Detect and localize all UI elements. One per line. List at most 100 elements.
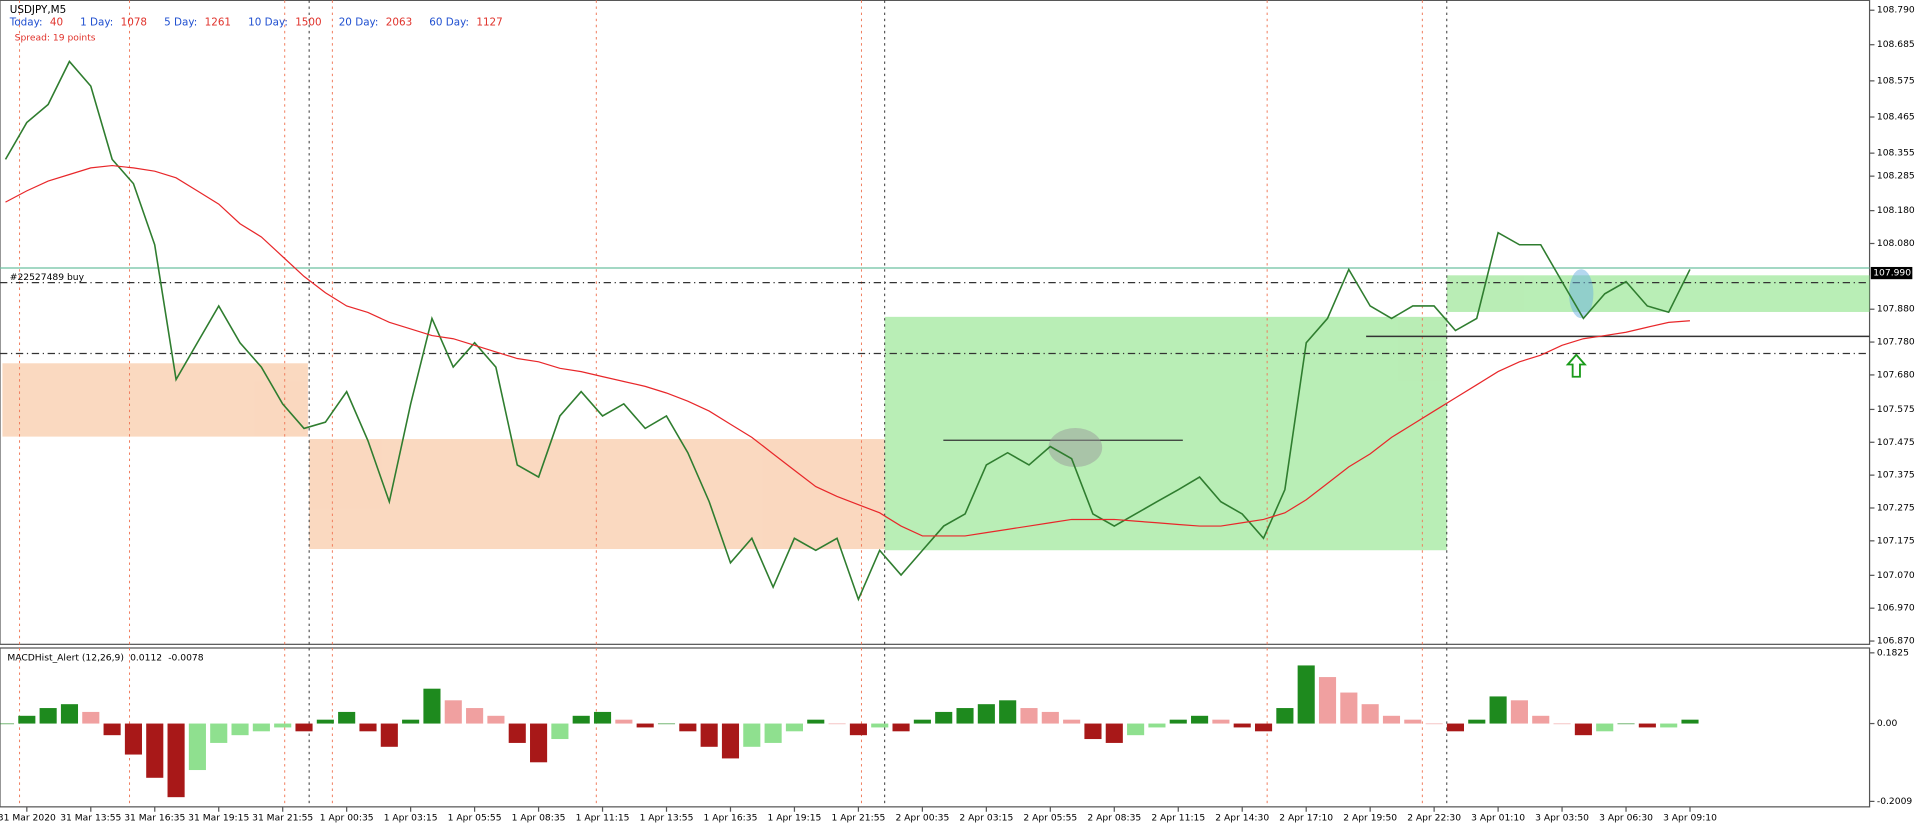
- macd-bar: [274, 723, 292, 728]
- macd-bar: [1532, 715, 1550, 724]
- y-tick-label: 108.080: [1877, 238, 1915, 249]
- macd-bar: [849, 723, 867, 736]
- y-tick-label: 108.285: [1877, 171, 1915, 182]
- macd-bar: [1063, 719, 1081, 724]
- macd-bar: [1212, 719, 1230, 724]
- macd-bar: [1510, 700, 1528, 724]
- x-tick-label: 2 Apr 03:15: [959, 812, 1013, 823]
- macd-bar: [167, 723, 185, 798]
- macd-bar: [1382, 715, 1401, 724]
- x-tick-label: 31 Mar 13:55: [60, 812, 121, 823]
- macd-bar: [423, 688, 441, 724]
- macd-bar: [338, 711, 356, 724]
- x-tick-label: 31 Mar 16:35: [124, 812, 185, 823]
- x-tick-label: 1 Apr 16:35: [704, 812, 758, 823]
- macd-bar: [807, 719, 825, 724]
- macd-bar: [593, 711, 612, 724]
- y2-tick-label: -0.2009: [1877, 796, 1913, 807]
- macd-bar: [1596, 723, 1614, 732]
- macd-bar: [956, 708, 974, 724]
- x-tick-label: 1 Apr 05:55: [448, 812, 502, 823]
- x-tick-label: 3 Apr 01:10: [1471, 812, 1525, 823]
- y-tick-label: 108.575: [1877, 75, 1915, 86]
- macd-bar: [1233, 723, 1251, 728]
- macd-bar: [1020, 708, 1038, 724]
- x-tick-label: 1 Apr 03:15: [384, 812, 438, 823]
- macd-bar: [380, 723, 398, 747]
- stat-label: 60 Day:: [429, 16, 469, 28]
- x-tick-label: 31 Mar 19:15: [188, 812, 249, 823]
- macd-bar: [466, 708, 484, 724]
- x-tick-label: 1 Apr 13:55: [640, 812, 694, 823]
- macd-bar: [508, 723, 526, 743]
- macd-bar: [231, 723, 249, 736]
- stats: Today: 40 1 Day: 1078 5 Day: 1261 10 Day: 1500 2…: [9, 16, 503, 28]
- macd-bar: [657, 723, 676, 725]
- macd-bar: [1425, 723, 1443, 725]
- y-tick-label: 108.355: [1877, 148, 1915, 159]
- macd-bar: [1638, 723, 1656, 728]
- macd-bar: [1361, 704, 1379, 724]
- stat-value: 1500: [295, 16, 321, 28]
- stat-value: 1127: [476, 16, 502, 28]
- macd-bar: [871, 723, 889, 728]
- macd-bar: [146, 723, 164, 778]
- x-tick-label: 2 Apr 11:15: [1151, 812, 1205, 823]
- macd-bar: [1404, 719, 1422, 724]
- y2-tick-label: 0.00: [1877, 718, 1898, 729]
- stat-label: 20 Day:: [339, 16, 379, 28]
- x-tick-label: 2 Apr 00:35: [895, 812, 949, 823]
- macd-bar: [188, 723, 206, 771]
- y-tick-label: 107.680: [1877, 369, 1915, 380]
- price-line: [4, 60, 1691, 602]
- x-tick-label: 2 Apr 14:30: [1215, 812, 1269, 823]
- demand-zone: [884, 316, 1447, 551]
- x-tick-label: 31 Mar 21:55: [252, 812, 313, 823]
- macd-bar: [977, 704, 995, 724]
- macd-bar: [1105, 723, 1123, 743]
- x-tick-label: 2 Apr 22:30: [1407, 812, 1461, 823]
- macd-bar: [700, 723, 718, 747]
- macd-bar: [572, 715, 590, 724]
- stat-value: 1261: [205, 16, 231, 28]
- macd-bar: [1276, 708, 1294, 724]
- macd-bar: [679, 723, 697, 732]
- stat-label: 1 Day:: [80, 16, 113, 28]
- macd-bar: [1254, 723, 1273, 732]
- macd-bar: [1617, 723, 1635, 725]
- y-tick-label: 107.070: [1877, 570, 1915, 581]
- y-tick-label: 107.275: [1877, 502, 1915, 513]
- symbol: USDJPY,M5: [10, 4, 66, 16]
- stat-value: 40: [50, 16, 63, 28]
- x-tick-label: 2 Apr 17:10: [1279, 812, 1333, 823]
- stat-value: 1078: [121, 16, 147, 28]
- stat-label: Today:: [9, 16, 43, 28]
- macd-bar: [828, 723, 846, 725]
- macd-bar: [1318, 677, 1337, 724]
- macd-bar: [892, 723, 910, 732]
- order-label: #22527489 buy: [10, 272, 85, 283]
- macd-bar: [0, 723, 15, 725]
- macd-bar: [359, 723, 377, 732]
- macd-bar: [1191, 715, 1209, 724]
- macd-bar: [210, 723, 228, 743]
- macd-bar: [1127, 723, 1145, 736]
- macd-bar: [444, 700, 462, 724]
- macd-bar: [295, 723, 313, 732]
- y-tick-label: 108.465: [1877, 112, 1915, 123]
- macd-bar: [18, 715, 36, 724]
- macd-bar: [636, 723, 654, 728]
- indicator-value: 0.0112: [130, 652, 162, 663]
- spread: Spread: 19 points: [15, 33, 96, 44]
- x-tick-label: 3 Apr 06:30: [1599, 812, 1653, 823]
- macd-bar: [1574, 723, 1592, 736]
- x-tick-label: 1 Apr 21:55: [831, 812, 885, 823]
- y-tick-label: 107.575: [1877, 404, 1915, 415]
- supply-zone: [309, 439, 885, 550]
- x-tick-label: 1 Apr 08:35: [512, 812, 566, 823]
- y-tick-label: 107.475: [1877, 437, 1915, 448]
- x-tick-label: 2 Apr 19:50: [1343, 812, 1397, 823]
- indicator-title: MACDHist_Alert (12,26,9): [7, 652, 124, 663]
- y-tick-label: 107.880: [1877, 304, 1915, 315]
